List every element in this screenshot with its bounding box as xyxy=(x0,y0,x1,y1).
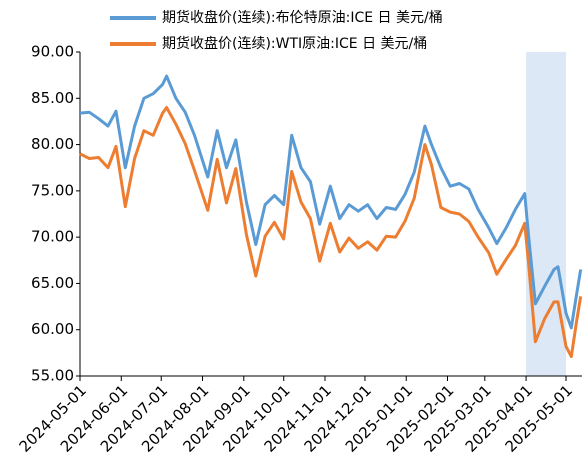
series-line xyxy=(79,74,583,330)
y-tick-label: 60.00 xyxy=(31,320,74,338)
y-tick-label: 85.00 xyxy=(31,89,74,107)
y-tick-label: 75.00 xyxy=(31,181,74,199)
y-tick-label: 70.00 xyxy=(31,228,74,246)
y-tick-label: 80.00 xyxy=(31,135,74,153)
legend-label: 期货收盘价(连续):WTI原油:ICE 日 美元/桶 xyxy=(162,35,427,52)
legend-label: 期货收盘价(连续):布伦特原油:ICE 日 美元/桶 xyxy=(162,9,443,26)
series-line xyxy=(79,106,583,359)
y-tick-label: 90.00 xyxy=(31,43,74,61)
highlight-region xyxy=(526,52,567,376)
y-tick-label: 55.00 xyxy=(31,367,74,385)
y-tick-label: 65.00 xyxy=(31,274,74,292)
